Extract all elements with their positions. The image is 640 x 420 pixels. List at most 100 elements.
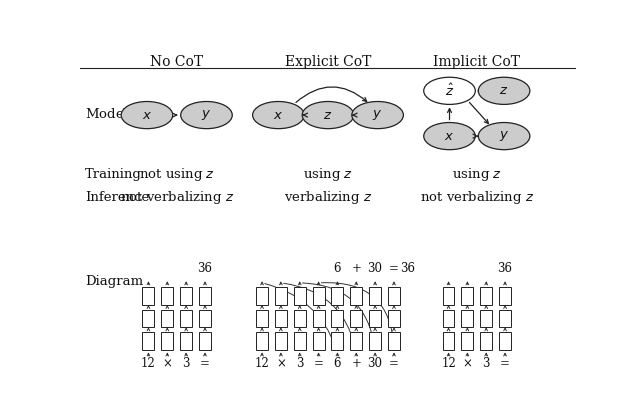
Bar	[312, 332, 324, 349]
Text: 30: 30	[367, 357, 383, 370]
Text: 6: 6	[333, 262, 341, 275]
Bar	[161, 310, 173, 327]
Bar	[312, 287, 324, 305]
Bar	[180, 310, 192, 327]
Text: $y$: $y$	[499, 129, 509, 143]
Text: 12: 12	[441, 357, 456, 370]
Bar	[388, 332, 400, 349]
Bar	[369, 332, 381, 349]
Bar	[256, 287, 268, 305]
Text: $z$: $z$	[323, 109, 333, 121]
Text: $x$: $x$	[142, 109, 152, 121]
Bar	[312, 310, 324, 327]
Text: +: +	[351, 357, 361, 370]
Ellipse shape	[424, 77, 476, 105]
Text: 30: 30	[367, 262, 383, 275]
Bar	[294, 287, 306, 305]
Ellipse shape	[478, 77, 530, 105]
Text: 6: 6	[333, 357, 341, 370]
Bar	[275, 287, 287, 305]
Text: $x$: $x$	[273, 109, 284, 121]
Text: Explicit CoT: Explicit CoT	[285, 55, 371, 69]
Ellipse shape	[253, 102, 304, 129]
Text: 12: 12	[141, 357, 156, 370]
Text: No CoT: No CoT	[150, 55, 204, 69]
Text: using $z$: using $z$	[303, 166, 353, 184]
Text: 36: 36	[497, 262, 513, 275]
Text: ×: ×	[163, 357, 172, 370]
Bar	[443, 310, 454, 327]
Bar	[180, 287, 192, 305]
Bar	[199, 310, 211, 327]
Bar	[143, 310, 154, 327]
Text: Implicit CoT: Implicit CoT	[433, 55, 520, 69]
Bar	[275, 310, 287, 327]
Text: 12: 12	[255, 357, 269, 370]
Text: $x$: $x$	[444, 130, 454, 143]
Text: =: =	[500, 357, 510, 370]
Bar	[388, 310, 400, 327]
Text: =: =	[314, 357, 323, 370]
Bar	[388, 287, 400, 305]
Bar	[199, 332, 211, 349]
Text: =: =	[389, 262, 399, 275]
Bar	[161, 332, 173, 349]
Bar	[443, 287, 454, 305]
Text: 36: 36	[198, 262, 212, 275]
Text: $\hat{z}$: $\hat{z}$	[445, 83, 454, 99]
Bar	[294, 310, 306, 327]
Text: $z$: $z$	[499, 84, 509, 97]
Text: =: =	[389, 357, 399, 370]
Bar	[369, 310, 381, 327]
Text: verbalizing $z$: verbalizing $z$	[284, 189, 372, 206]
Text: 3: 3	[296, 357, 303, 370]
Bar	[294, 332, 306, 349]
Bar	[143, 287, 154, 305]
Text: +: +	[351, 262, 361, 275]
Text: not using $z$: not using $z$	[139, 166, 215, 184]
Ellipse shape	[424, 123, 476, 150]
Ellipse shape	[478, 123, 530, 150]
Bar	[332, 287, 344, 305]
Bar	[256, 332, 268, 349]
Bar	[256, 310, 268, 327]
Bar	[480, 332, 492, 349]
Text: using $z$: using $z$	[452, 166, 502, 184]
Bar	[143, 332, 154, 349]
Ellipse shape	[302, 102, 354, 129]
Text: 3: 3	[182, 357, 190, 370]
Bar	[350, 287, 362, 305]
Ellipse shape	[180, 102, 232, 129]
Bar	[275, 332, 287, 349]
Bar	[369, 287, 381, 305]
Text: not verbalizing $z$: not verbalizing $z$	[120, 189, 234, 206]
Text: Diagram: Diagram	[85, 275, 143, 288]
Bar	[480, 287, 492, 305]
Text: ×: ×	[276, 357, 286, 370]
Ellipse shape	[352, 102, 403, 129]
Bar	[161, 287, 173, 305]
Text: Training: Training	[85, 168, 142, 181]
Text: =: =	[200, 357, 210, 370]
Bar	[480, 310, 492, 327]
Text: 36: 36	[399, 262, 415, 275]
Text: Inference: Inference	[85, 191, 149, 204]
Bar	[199, 287, 211, 305]
Text: $y$: $y$	[202, 108, 212, 122]
Text: $y$: $y$	[372, 108, 383, 122]
Bar	[332, 310, 344, 327]
Text: 3: 3	[483, 357, 490, 370]
Text: ×: ×	[463, 357, 472, 370]
Bar	[350, 332, 362, 349]
Text: Model $P_\theta$: Model $P_\theta$	[85, 107, 147, 123]
Bar	[350, 310, 362, 327]
Bar	[461, 287, 474, 305]
Bar	[443, 332, 454, 349]
Bar	[499, 332, 511, 349]
Text: not verbalizing $z$: not verbalizing $z$	[420, 189, 534, 206]
Bar	[461, 332, 474, 349]
Bar	[461, 310, 474, 327]
Bar	[180, 332, 192, 349]
Bar	[332, 332, 344, 349]
Bar	[499, 310, 511, 327]
